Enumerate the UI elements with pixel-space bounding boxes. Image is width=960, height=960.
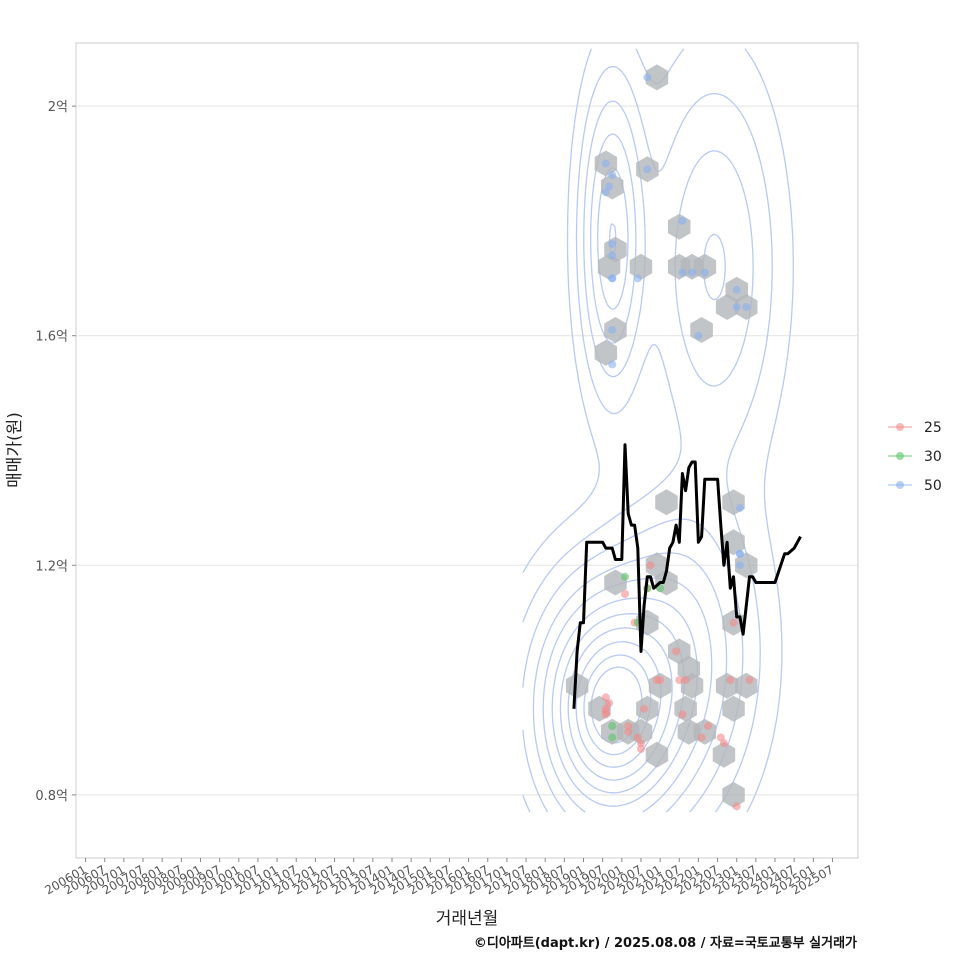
hexbin xyxy=(594,339,618,366)
y-tick-label: 1.2억 xyxy=(35,559,68,574)
data-point-50 xyxy=(688,268,697,277)
hexbin xyxy=(645,741,669,768)
data-point-25 xyxy=(678,710,687,719)
data-point-25 xyxy=(636,744,645,753)
data-point-50 xyxy=(732,303,741,312)
data-point-50 xyxy=(643,73,652,82)
hexbin xyxy=(565,672,589,699)
hexbin xyxy=(715,294,739,320)
hexbin xyxy=(629,253,653,280)
data-point-50 xyxy=(735,503,744,512)
caption: ©디아파트(dapt.kr) / 2025.08.08 / 자료=국토교통부 실… xyxy=(474,935,857,951)
data-point-25 xyxy=(681,676,690,685)
data-point-50 xyxy=(735,549,744,558)
data-point-25 xyxy=(672,647,681,656)
data-point-50 xyxy=(608,325,617,334)
data-point-25 xyxy=(605,699,614,708)
legend-swatch-50 xyxy=(896,481,904,489)
data-point-30 xyxy=(608,733,617,742)
trend-line xyxy=(572,443,802,709)
data-point-50 xyxy=(732,285,741,294)
legend: 25 30 50 xyxy=(888,420,942,494)
data-point-25 xyxy=(703,721,712,730)
data-point-25 xyxy=(624,727,633,736)
data-point-25 xyxy=(675,676,684,685)
legend-swatch-25 xyxy=(896,423,904,431)
x-axis-title: 거래년월 xyxy=(436,909,499,929)
data-point-25 xyxy=(745,676,754,685)
data-point-25 xyxy=(640,704,649,713)
data-point-25 xyxy=(719,739,728,748)
data-point-25 xyxy=(646,561,655,570)
data-point-50 xyxy=(678,216,687,225)
data-point-50 xyxy=(608,251,617,260)
data-point-25 xyxy=(732,802,741,811)
y-axis-title: 매매가(원) xyxy=(5,412,25,488)
density-contour xyxy=(522,65,773,813)
data-point-50 xyxy=(678,268,687,277)
legend-label-30: 30 xyxy=(924,449,942,465)
legend-label-50: 50 xyxy=(924,478,942,494)
y-tick-label: 2억 xyxy=(48,100,68,115)
hexbin xyxy=(722,781,745,808)
x-axis: 2006012006072007012007072008012008072009… xyxy=(42,858,836,898)
data-point-50 xyxy=(608,274,617,283)
legend-label-25: 25 xyxy=(924,420,942,436)
data-point-30 xyxy=(620,572,629,581)
data-point-50 xyxy=(694,331,703,340)
data-point-25 xyxy=(697,733,706,742)
y-axis: 0.8억 1.2억 1.6억 2억 xyxy=(35,100,76,804)
scatter-points xyxy=(601,73,754,811)
data-point-25 xyxy=(656,676,665,685)
data-point-50 xyxy=(700,268,709,277)
data-point-25 xyxy=(636,739,645,748)
data-point-50 xyxy=(735,561,744,570)
data-point-25 xyxy=(729,618,738,627)
data-point-50 xyxy=(608,360,617,369)
data-point-50 xyxy=(643,165,652,174)
y-tick-label: 0.8억 xyxy=(35,789,68,804)
data-point-50 xyxy=(608,239,617,248)
hexbin xyxy=(722,695,745,722)
data-point-50 xyxy=(608,171,617,180)
data-point-30 xyxy=(608,721,617,730)
plot-area xyxy=(75,42,859,859)
data-point-50 xyxy=(742,303,751,312)
density-contour xyxy=(542,167,713,813)
density-contour xyxy=(532,133,728,813)
data-point-50 xyxy=(601,159,610,168)
y-tick-label: 1.6억 xyxy=(35,330,68,345)
trend-line-layer xyxy=(572,443,802,709)
hexbin xyxy=(735,552,758,579)
hexbin xyxy=(597,253,621,280)
data-point-25 xyxy=(620,589,629,598)
hexbin xyxy=(693,253,717,280)
data-point-50 xyxy=(601,188,610,197)
legend-swatch-30 xyxy=(896,452,904,460)
data-point-25 xyxy=(624,721,633,730)
data-point-50 xyxy=(633,274,642,283)
data-point-25 xyxy=(726,676,735,685)
hexbin xyxy=(645,64,669,91)
hexbin xyxy=(655,489,678,516)
hexbin xyxy=(712,741,736,768)
data-point-25 xyxy=(601,707,610,716)
